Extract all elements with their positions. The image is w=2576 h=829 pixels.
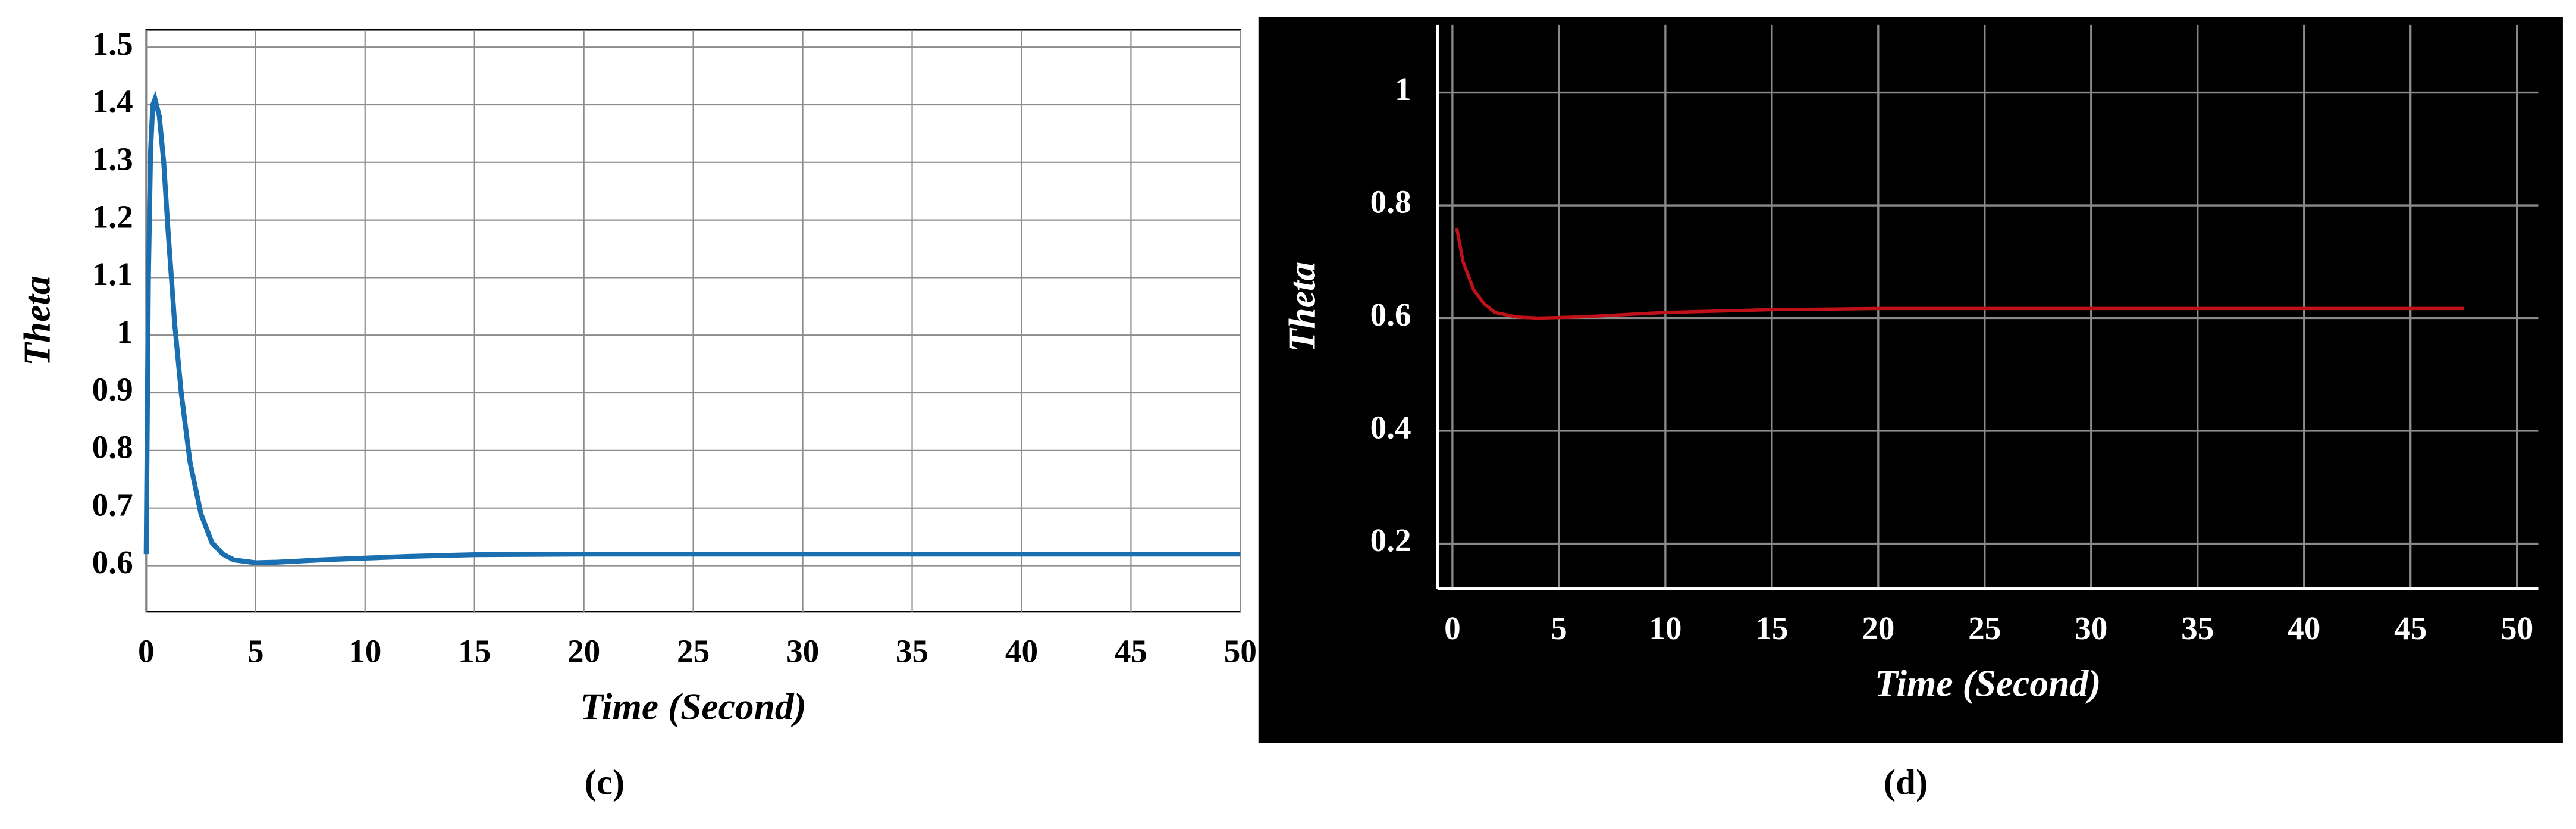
y-axis-label: Theta	[1281, 262, 1323, 352]
x-tick-label: 15	[458, 633, 491, 669]
x-tick-label: 50	[1224, 633, 1257, 669]
x-tick-label: 0	[1444, 610, 1461, 646]
x-tick-label: 35	[2181, 610, 2214, 646]
y-tick-label: 0.7	[92, 486, 133, 523]
y-tick-label: 1.4	[92, 83, 133, 120]
y-tick-label: 0.8	[92, 429, 133, 465]
x-tick-label: 5	[1551, 610, 1567, 646]
caption: (d)	[1884, 763, 1928, 803]
y-tick-label: 0.4	[1370, 409, 1411, 446]
dark-panel	[1258, 17, 2563, 743]
y-tick-label: 1	[1395, 71, 1411, 107]
x-tick-label: 50	[2500, 610, 2533, 646]
y-tick-label: 1.2	[92, 198, 133, 234]
y-axis-label: Theta	[16, 276, 58, 366]
x-tick-label: 10	[349, 633, 381, 669]
y-tick-label: 0.2	[1370, 522, 1411, 558]
y-tick-label: 1	[117, 314, 133, 350]
y-tick-label: 0.9	[92, 371, 133, 408]
y-tick-label: 1.1	[92, 256, 133, 292]
x-tick-label: 30	[786, 633, 819, 669]
x-tick-label: 0	[138, 633, 155, 669]
x-tick-label: 20	[567, 633, 600, 669]
x-tick-label: 40	[2288, 610, 2320, 646]
y-tick-label: 1.5	[92, 26, 133, 62]
x-tick-label: 35	[896, 633, 928, 669]
x-tick-label: 25	[677, 633, 710, 669]
x-tick-label: 20	[1862, 610, 1894, 646]
x-tick-label: 45	[2394, 610, 2427, 646]
y-tick-label: 0.6	[92, 544, 133, 580]
x-axis-label: Time (Second)	[1875, 662, 2101, 705]
y-tick-label: 0.8	[1370, 184, 1411, 220]
x-tick-label: 15	[1755, 610, 1788, 646]
y-tick-label: 1.3	[92, 141, 133, 177]
x-tick-label: 45	[1115, 633, 1147, 669]
data-line	[1455, 227, 2464, 320]
x-tick-label: 25	[1968, 610, 2001, 646]
x-axis-label: Time (Second)	[580, 685, 806, 727]
y-tick-label: 0.6	[1370, 296, 1411, 333]
data-line	[143, 90, 1241, 565]
caption: (c)	[585, 763, 625, 803]
x-tick-label: 5	[247, 633, 264, 669]
x-tick-label: 30	[2075, 610, 2107, 646]
x-tick-label: 40	[1005, 633, 1038, 669]
x-tick-label: 10	[1649, 610, 1681, 646]
